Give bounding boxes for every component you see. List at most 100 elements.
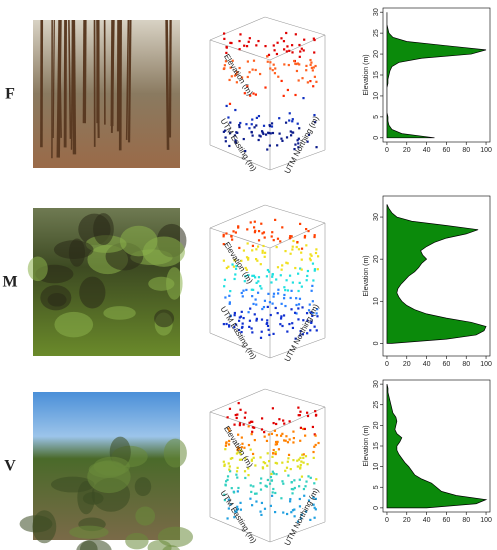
- cloud-point: [305, 312, 309, 315]
- cloud-point: [297, 414, 300, 417]
- cloud-point: [284, 469, 287, 472]
- cloud-point: [259, 482, 262, 485]
- cloud-point: [274, 306, 277, 310]
- cloud-point: [307, 475, 310, 478]
- cloud-point: [224, 483, 227, 486]
- cloud-point: [263, 255, 266, 258]
- cloud-point: [251, 274, 254, 277]
- cloud-point: [291, 245, 294, 248]
- cloud-point: [260, 287, 263, 290]
- cloud-point: [313, 268, 317, 271]
- cloud-point: [225, 45, 228, 49]
- cloud-point: [263, 431, 266, 434]
- cloud-point: [238, 48, 241, 51]
- cloud-point: [251, 452, 255, 456]
- cloud-point: [313, 506, 316, 509]
- cloud-point: [225, 266, 228, 270]
- cloud-point: [274, 461, 277, 465]
- cloud-point: [309, 329, 312, 332]
- cloud-box-edge: [269, 149, 326, 171]
- tree-trunk: [125, 19, 130, 140]
- cloud-point: [301, 77, 304, 80]
- cloud-point: [286, 262, 289, 265]
- cloud-point: [251, 249, 254, 252]
- cloud-point: [292, 441, 295, 444]
- cloud-point: [235, 131, 238, 134]
- axis-title: Elevation (m): [363, 425, 370, 466]
- cloud-point: [279, 323, 282, 326]
- cloud-point: [267, 328, 270, 331]
- cloud-point: [252, 302, 255, 306]
- cloud-point: [236, 446, 239, 449]
- cloud-point: [227, 443, 231, 446]
- cloud-point: [291, 51, 294, 54]
- cloud-point: [238, 39, 241, 43]
- cloud-point: [285, 466, 289, 469]
- cloud-point: [266, 55, 269, 58]
- cloud-point: [274, 451, 277, 454]
- cloud-point: [235, 73, 238, 76]
- cloud-point: [267, 433, 271, 436]
- cloud-point: [269, 61, 272, 64]
- cloud-point: [297, 146, 300, 149]
- cloud-point: [230, 75, 233, 78]
- cloud-point: [226, 416, 229, 419]
- cloud-point: [227, 507, 230, 510]
- cloud-point: [315, 80, 318, 83]
- cloud-point: [260, 130, 264, 133]
- cloud-point: [253, 313, 256, 316]
- cloud-point: [297, 318, 300, 321]
- cloud-point: [304, 485, 307, 488]
- cloud-point: [297, 137, 300, 140]
- cloud-point: [257, 114, 261, 118]
- cloud-point: [315, 329, 318, 332]
- tree-trunk: [68, 19, 72, 139]
- cloud-point: [243, 44, 246, 47]
- cloud-point: [243, 416, 246, 419]
- x-tick-label: 40: [423, 517, 431, 524]
- cloud-point: [291, 509, 295, 512]
- cloud-point: [288, 112, 291, 115]
- cloud-point: [228, 468, 231, 471]
- cloud-point: [243, 92, 246, 95]
- cloud-point: [230, 234, 233, 238]
- cloud-point: [306, 319, 309, 322]
- cloud-point: [240, 446, 243, 449]
- cloud-point: [295, 312, 298, 315]
- cloud-point: [284, 304, 287, 308]
- cloud-point: [281, 432, 284, 435]
- cloud-point: [273, 49, 276, 52]
- cloud-point: [243, 470, 247, 473]
- cloud-point: [263, 507, 267, 510]
- cloud-point: [272, 44, 275, 47]
- cloud-point: [302, 487, 306, 491]
- cloud-point: [225, 232, 228, 235]
- cloud-point: [285, 136, 289, 139]
- photo-bg: [33, 20, 180, 168]
- cloud-point: [227, 498, 230, 501]
- cloud-point: [253, 426, 256, 429]
- cloud-point: [282, 419, 285, 422]
- cloud-point: [262, 305, 266, 309]
- cloud-point: [280, 37, 283, 40]
- cloud-point: [222, 130, 225, 133]
- cloud-point: [271, 231, 274, 234]
- cloud-point: [313, 38, 316, 42]
- cloud-point: [288, 119, 291, 122]
- cloud-point: [229, 41, 232, 44]
- cloud-box-edge: [269, 337, 326, 359]
- cloud-point: [235, 416, 238, 420]
- density-area: [386, 204, 487, 344]
- cloud-point: [279, 274, 282, 277]
- cloud-point: [306, 269, 310, 273]
- cloud-point: [297, 272, 300, 275]
- y-tick-label: 30: [373, 380, 380, 388]
- cloud-box-edge: [269, 222, 326, 249]
- y-tick-label: 5: [373, 115, 380, 119]
- cloud-point: [314, 434, 317, 437]
- cloud-point: [285, 261, 288, 264]
- cloud-point: [254, 229, 257, 232]
- cloud-point: [272, 487, 275, 491]
- cloud-point: [264, 45, 267, 48]
- cloud-point: [235, 509, 238, 512]
